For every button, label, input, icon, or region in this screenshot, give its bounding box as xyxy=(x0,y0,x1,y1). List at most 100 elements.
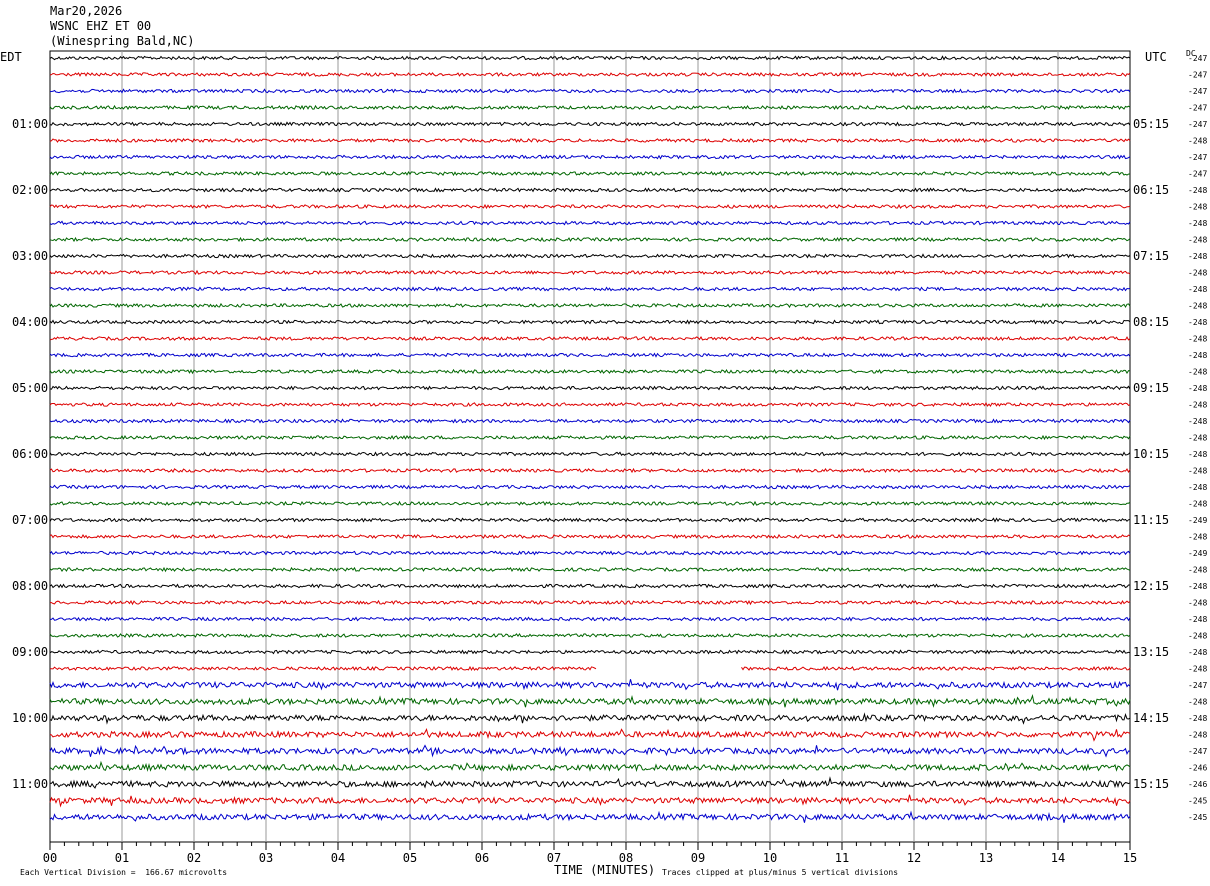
left-hour-label: 07:00 xyxy=(12,513,48,527)
x-tick-label: 00 xyxy=(43,851,57,865)
trace-line xyxy=(49,220,1131,226)
right-hour-label: 15:15 xyxy=(1133,777,1169,791)
trace-line xyxy=(49,253,1131,259)
dc-offset-label: -246 xyxy=(1188,780,1207,789)
x-tick-label: 05 xyxy=(403,851,417,865)
trace-line xyxy=(49,712,1131,725)
clip-note: Traces clipped at plus/minus 5 vertical … xyxy=(662,868,899,877)
trace-line xyxy=(49,154,1131,160)
dc-offset-label: -247 xyxy=(1188,104,1207,113)
trace-line xyxy=(49,744,1131,758)
dc-offset-label: -248 xyxy=(1188,368,1207,377)
trace-line xyxy=(49,302,1131,309)
trace-line xyxy=(49,760,1131,772)
trace-line xyxy=(49,121,1131,127)
trace-line xyxy=(49,517,1131,523)
dc-offset-label: -248 xyxy=(1188,483,1207,492)
dc-offset-label: -248 xyxy=(1188,285,1207,294)
trace-line xyxy=(49,632,1131,638)
dc-offset-label: -248 xyxy=(1188,401,1207,410)
trace-line xyxy=(49,401,1131,408)
trace-line xyxy=(49,88,1131,94)
x-tick-label: 14 xyxy=(1051,851,1065,865)
dc-header-label: DC xyxy=(1186,49,1196,58)
dc-offset-label: -248 xyxy=(1188,269,1207,278)
x-tick-label: 09 xyxy=(691,851,705,865)
x-tick-label: 15 xyxy=(1123,851,1137,865)
dc-offset-label: -249 xyxy=(1188,549,1207,558)
trace-line xyxy=(49,649,1131,655)
station-label: (Winespring Bald,NC) xyxy=(50,34,195,48)
trace-line xyxy=(49,137,1131,144)
trace-line xyxy=(49,776,1131,789)
dc-offset-label: -248 xyxy=(1188,500,1207,509)
dc-offset-label: -247 xyxy=(1188,120,1207,129)
trace-line xyxy=(49,269,1131,276)
left-hour-label: 02:00 xyxy=(12,183,48,197)
dc-offset-label: -247 xyxy=(1188,747,1207,756)
dc-offset-label: -248 xyxy=(1188,698,1207,707)
left-hour-label: 09:00 xyxy=(12,645,48,659)
trace-line xyxy=(49,286,1131,292)
dc-offset-label: -247 xyxy=(1188,153,1207,162)
left-hour-label: 06:00 xyxy=(12,447,48,461)
dc-offset-label: -248 xyxy=(1188,714,1207,723)
dc-offset-label: -248 xyxy=(1188,467,1207,476)
dc-offset-label: -248 xyxy=(1188,450,1207,459)
trace-line xyxy=(49,451,1131,457)
dc-offset-label: -248 xyxy=(1188,252,1207,261)
left-hour-label: 05:00 xyxy=(12,381,48,395)
dc-offset-label: -246 xyxy=(1188,764,1207,773)
right-hour-label: 09:15 xyxy=(1133,381,1169,395)
dc-offset-label: -248 xyxy=(1188,302,1207,311)
right-hour-label: 13:15 xyxy=(1133,645,1169,659)
trace-line xyxy=(49,484,1131,490)
trace-line xyxy=(49,104,1131,111)
dc-offset-label: -247 xyxy=(1188,71,1207,80)
dc-offset-label: -248 xyxy=(1188,615,1207,624)
dc-offset-label: -247 xyxy=(1188,87,1207,96)
dc-offset-label: -247 xyxy=(1188,170,1207,179)
dc-offset-label: -247 xyxy=(1188,681,1207,690)
x-tick-label: 03 xyxy=(259,851,273,865)
x-tick-label: 02 xyxy=(187,851,201,865)
trace-line xyxy=(50,599,1131,606)
trace-line xyxy=(49,616,1131,622)
trace-line xyxy=(49,467,1131,474)
trace-line xyxy=(49,385,1131,391)
dc-offset-label: -248 xyxy=(1188,434,1207,443)
dc-offset-label: -245 xyxy=(1188,797,1207,806)
x-tick-label: 06 xyxy=(475,851,489,865)
trace-line xyxy=(49,352,1131,358)
trace-line xyxy=(49,794,1131,808)
right-timezone-label: UTC xyxy=(1145,50,1167,64)
right-hour-label: 07:15 xyxy=(1133,249,1169,263)
trace-line xyxy=(49,434,1131,441)
dc-offset-label: -247 xyxy=(1188,54,1207,63)
dc-offset-label: -248 xyxy=(1188,632,1207,641)
trace-line xyxy=(49,319,1131,325)
trace-line xyxy=(49,500,1131,507)
x-tick-label: 10 xyxy=(763,851,777,865)
dc-offset-label: -248 xyxy=(1188,648,1207,657)
left-hour-label: 11:00 xyxy=(12,777,48,791)
dc-offset-label: -248 xyxy=(1188,351,1207,360)
right-hour-label: 06:15 xyxy=(1133,183,1169,197)
x-tick-label: 08 xyxy=(619,851,633,865)
dc-offset-label: -248 xyxy=(1188,203,1207,212)
dc-offset-label: -248 xyxy=(1188,533,1207,542)
right-hour-label: 11:15 xyxy=(1133,513,1169,527)
trace-line xyxy=(49,236,1131,243)
trace-line xyxy=(49,55,1131,61)
x-axis-title: TIME (MINUTES) xyxy=(554,863,656,877)
date-label: Mar20,2026 xyxy=(50,4,123,18)
trace-line xyxy=(49,533,1131,539)
plot-frame xyxy=(49,50,1131,843)
dc-offset-label: -248 xyxy=(1188,335,1207,344)
trace-line xyxy=(49,203,1131,210)
dc-offset-label: -248 xyxy=(1188,384,1207,393)
trace-line xyxy=(49,418,1131,424)
left-timezone-label: EDT xyxy=(0,50,22,64)
trace-line xyxy=(50,665,1131,672)
